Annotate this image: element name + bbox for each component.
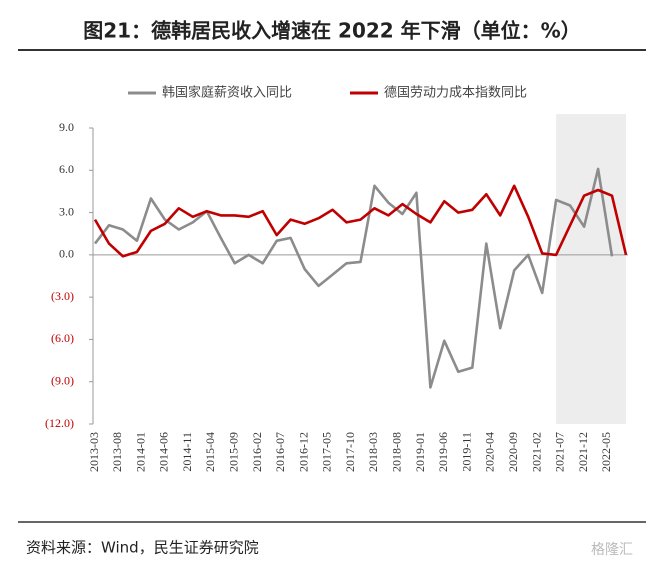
y-tick-label: 9.0 [59, 120, 74, 134]
x-tick-label: 2019-11 [459, 432, 473, 472]
y-tick-label: 6.0 [59, 162, 74, 176]
x-tick-label: 2014-11 [180, 432, 194, 472]
y-tick-label: 3.0 [59, 204, 74, 218]
x-tick-label: 2016-12 [296, 432, 310, 472]
legend-label: 韩国家庭薪资收入同比 [162, 85, 292, 101]
legend-label: 德国劳动力成本指数同比 [384, 85, 527, 101]
x-tick-label: 2017-05 [320, 432, 334, 472]
x-tick-label: 2022-05 [599, 432, 613, 472]
chart-title: 图21：德韩居民收入增速在 2022 年下滑（单位：%） [83, 19, 580, 43]
x-tick-label: 2013-03 [87, 432, 101, 472]
x-tick-label: 2016-07 [273, 432, 287, 472]
y-tick-label: (9.0) [51, 373, 74, 387]
plot-area: (12.0) (9.0) (6.0) (3.0) 0.0 3.0 6.0 9.0 2013-03… [45, 85, 628, 472]
x-tick-label: 2020-04 [483, 432, 497, 472]
source-note: 资料来源：Wind，民生证券研究院 [26, 539, 259, 557]
x-tick-label: 2021-07 [553, 432, 567, 472]
x-tick-label: 2020-09 [506, 432, 520, 472]
x-tick-label: 2021-12 [576, 432, 590, 472]
x-tick-label: 2018-08 [390, 432, 404, 472]
x-tick-label: 2017-10 [343, 432, 357, 472]
x-tick-label: 2019-01 [413, 432, 427, 472]
series-line [93, 167, 614, 389]
x-tick-label: 2015-09 [226, 432, 240, 472]
y-tick-label: (3.0) [51, 289, 74, 303]
y-tick-label: 0.0 [59, 247, 74, 261]
series-line [93, 184, 628, 258]
y-tick-label: (12.0) [45, 416, 74, 430]
watermark: 格隆汇 [591, 542, 633, 558]
x-tick-label: 2021-02 [529, 432, 543, 472]
x-tick-label: 2019-06 [436, 432, 450, 472]
x-tick-label: 2016-02 [250, 432, 264, 472]
x-tick-label: 2014-06 [157, 432, 171, 472]
x-tick-label: 2013-08 [110, 432, 124, 472]
x-tick-label: 2014-01 [133, 432, 147, 472]
x-tick-label: 2018-03 [366, 432, 380, 472]
x-tick-label: 2015-04 [203, 432, 217, 472]
forecast-shade [556, 114, 626, 424]
y-tick-label: (6.0) [51, 331, 74, 345]
